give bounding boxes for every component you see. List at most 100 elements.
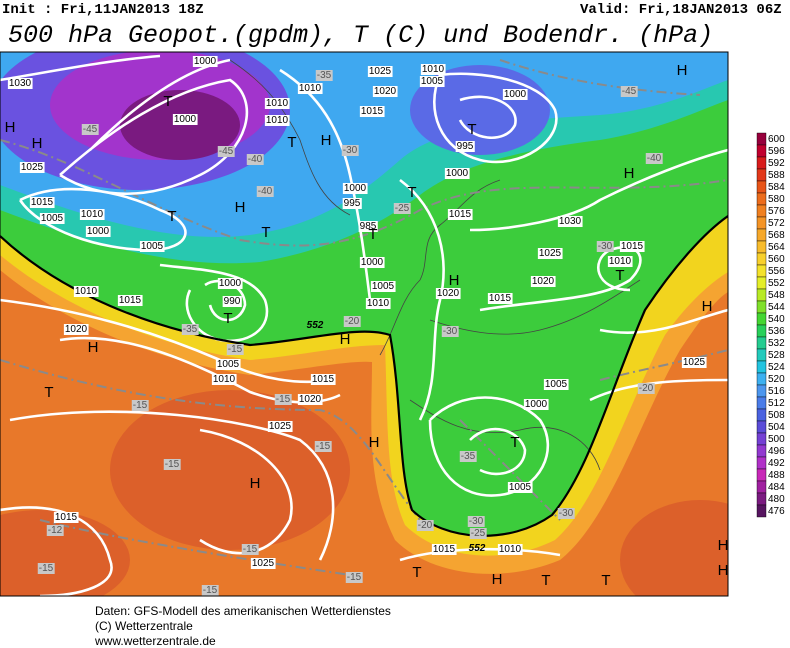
- pressure-center: H: [88, 339, 99, 356]
- temperature-label: -15: [165, 459, 180, 470]
- temperature-label-bg: [241, 544, 259, 555]
- legend-swatch: [756, 504, 767, 518]
- pressure-center: T: [412, 564, 421, 581]
- isobar-label-bg: [487, 293, 513, 304]
- temperature-label-bg: [341, 145, 359, 156]
- legend-label: 576: [768, 206, 785, 217]
- isobar-label: 1025: [539, 248, 562, 259]
- temperature-label-bg: [416, 520, 434, 531]
- isobar-label: 1000: [525, 399, 548, 410]
- isobar-label: 1010: [81, 209, 104, 220]
- temperature-label-bg: [557, 508, 575, 519]
- footer-line: www.wetterzentrale.de: [94, 634, 216, 648]
- legend-label: 492: [768, 458, 785, 469]
- temperature-label-bg: [467, 516, 485, 527]
- temperature-label: -35: [317, 70, 332, 81]
- isobar-label-bg: [85, 226, 111, 237]
- isobar-label-bg: [19, 162, 45, 173]
- legend-swatch: [756, 180, 767, 194]
- isobar-label: 1025: [21, 162, 44, 173]
- temperature-label-bg: [637, 383, 655, 394]
- isobar-label-bg: [63, 324, 89, 335]
- temperature-label: -30: [598, 241, 613, 252]
- isobar-label: 1005: [217, 359, 240, 370]
- isobar-label-bg: [250, 558, 276, 569]
- isobar-label: 1020: [437, 288, 460, 299]
- isobar-label: 1010: [266, 98, 289, 109]
- isobar-label: 1015: [433, 544, 456, 555]
- isobar-label-bg: [447, 209, 473, 220]
- pressure-center: T: [163, 93, 172, 110]
- legend-swatch: [756, 300, 767, 314]
- isobar-label-bg: [264, 115, 290, 126]
- isobar-label: 1000: [504, 89, 527, 100]
- temperature-label: -15: [228, 344, 243, 355]
- pressure-center: T: [467, 121, 476, 138]
- temperature-label-bg: [37, 563, 55, 574]
- legend-swatch: [756, 312, 767, 326]
- legend-swatch: [756, 384, 767, 398]
- legend-swatch: [756, 228, 767, 242]
- pressure-center: T: [541, 572, 550, 589]
- isobar-label-bg: [523, 399, 549, 410]
- legend-label: 544: [768, 302, 785, 313]
- legend-label: 500: [768, 434, 785, 445]
- isobar-label-bg: [367, 66, 393, 77]
- isobar-label-bg: [358, 221, 378, 232]
- isobar-label-bg: [502, 89, 528, 100]
- temperature-label-bg: [131, 400, 149, 411]
- init-time: Init : Fri,11JAN2013 18Z: [2, 2, 204, 18]
- temperature-label-bg: [645, 153, 663, 164]
- temperature-label: -35: [461, 451, 476, 462]
- isobar-label-bg: [53, 512, 79, 523]
- legend-swatch: [756, 276, 767, 290]
- legend-swatch: [756, 168, 767, 182]
- temperature-label: -45: [622, 86, 637, 97]
- temperature-label: -40: [248, 154, 263, 165]
- temperature-label: -30: [343, 145, 358, 156]
- isobar-label: 1010: [499, 544, 522, 555]
- temperature-label-bg: [46, 525, 64, 536]
- temperature-label: -45: [219, 146, 234, 157]
- temperature-label-bg: [469, 528, 487, 539]
- isobar-label-bg: [7, 78, 33, 89]
- isobar-label: 1025: [683, 357, 706, 368]
- isobar-label-bg: [211, 374, 237, 385]
- temperature-label: -40: [647, 153, 662, 164]
- legend-label: 496: [768, 446, 785, 457]
- isobar-label: 1000: [174, 114, 197, 125]
- footer-line: (C) Wetterzentrale: [95, 619, 193, 633]
- legend-label: 560: [768, 254, 785, 265]
- legend-swatch: [756, 324, 767, 338]
- legend-label: 476: [768, 506, 785, 517]
- temperature-label-bg: [441, 326, 459, 337]
- pressure-center: H: [321, 132, 332, 149]
- legend-label: 524: [768, 362, 785, 373]
- legend-swatch: [756, 132, 767, 146]
- isobar-label-bg: [310, 374, 336, 385]
- isobar-label: 1010: [213, 374, 236, 385]
- isobar-label: 1010: [266, 115, 289, 126]
- legend-label: 580: [768, 194, 785, 205]
- legend-swatch: [756, 396, 767, 410]
- isobar-label-bg: [365, 298, 391, 309]
- pressure-center: T: [167, 208, 176, 225]
- isobar-label-bg: [619, 241, 645, 252]
- legend-label: 600: [768, 134, 785, 145]
- pressure-center: T: [601, 572, 610, 589]
- temperature-label-bg: [620, 86, 638, 97]
- legend-label: 588: [768, 170, 785, 181]
- isobar-label: 1020: [374, 86, 397, 97]
- temperature-label-bg: [181, 324, 199, 335]
- field-dark-orange: [620, 500, 728, 596]
- isobar-label: 995: [457, 141, 474, 152]
- legend-label: 548: [768, 290, 785, 301]
- legend-label: 528: [768, 350, 785, 361]
- map-frame: [0, 51, 729, 597]
- legend-swatch: [756, 456, 767, 470]
- legend-swatch: [756, 144, 767, 158]
- isobar-label-bg: [435, 288, 461, 299]
- isobar-label-bg: [139, 241, 165, 252]
